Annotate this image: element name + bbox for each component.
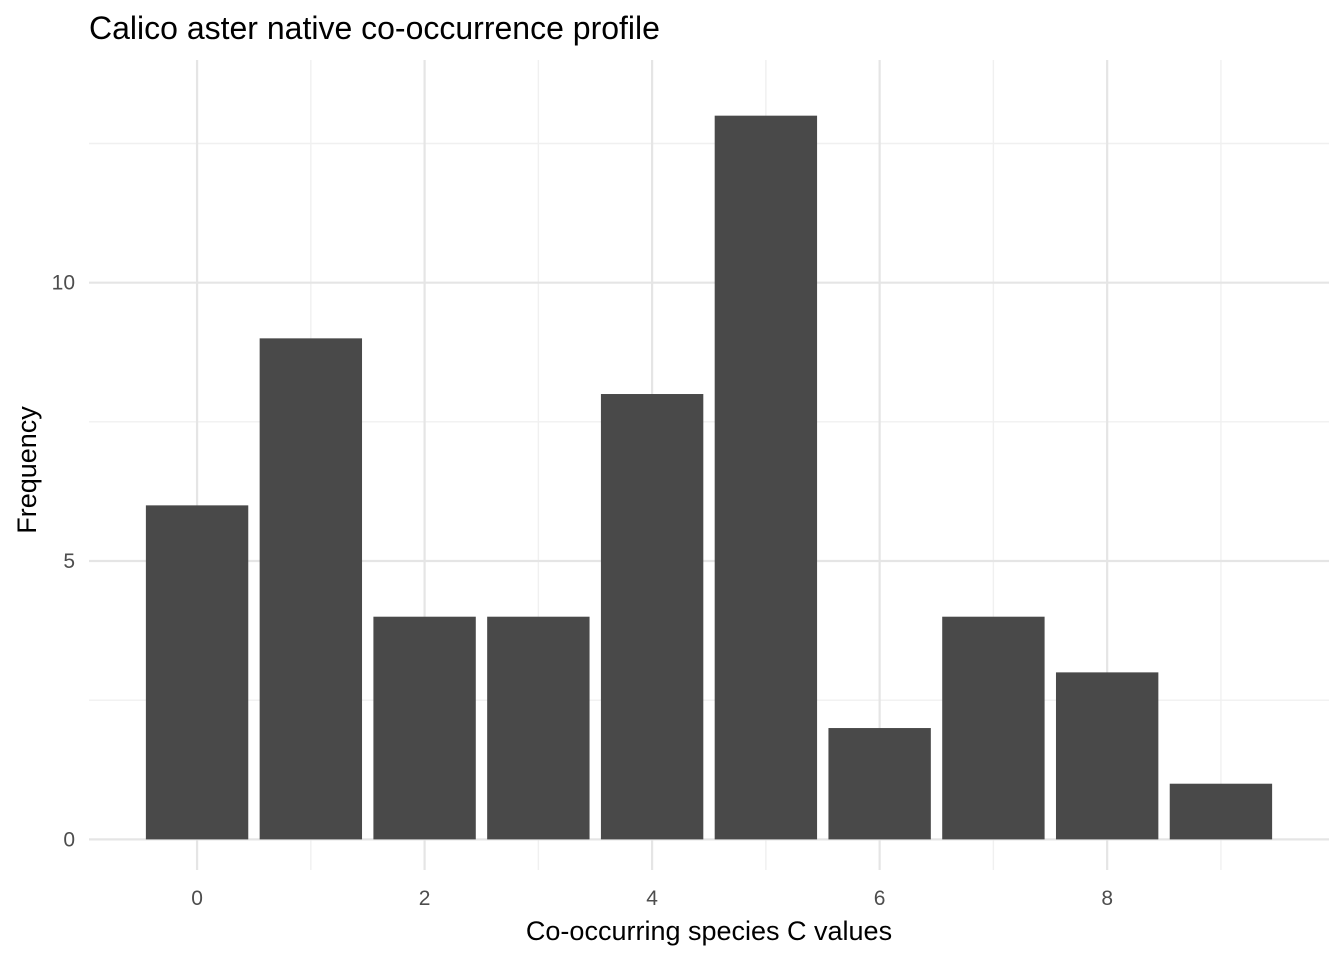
x-tick-label: 2 [419,887,431,910]
chart-title: Calico aster native co-occurrence profil… [89,10,660,46]
x-axis-title: Co-occurring species C values [526,916,892,946]
bar-7 [942,616,1045,840]
y-tick-label: 10 [52,272,75,295]
x-tick-label: 6 [874,887,886,910]
x-axis-ticks: 0 2 4 6 8 [191,887,1113,910]
y-tick-label: 0 [63,828,75,851]
bar-2 [373,616,476,840]
x-tick-label: 4 [646,887,658,910]
x-tick-label: 0 [191,887,203,910]
bar-4 [600,394,704,840]
y-tick-label: 5 [63,550,75,573]
x-tick-label: 8 [1101,887,1113,910]
bar-9 [1169,783,1273,840]
bar-1 [259,338,363,840]
bars [145,115,1273,840]
y-axis-title: Frequency [12,406,42,534]
bar-5 [714,115,818,840]
bar-3 [487,616,590,840]
bar-6 [828,728,931,840]
bar-8 [1055,672,1159,840]
y-axis-ticks: 0 5 10 [52,272,75,852]
bar-0 [145,505,249,840]
